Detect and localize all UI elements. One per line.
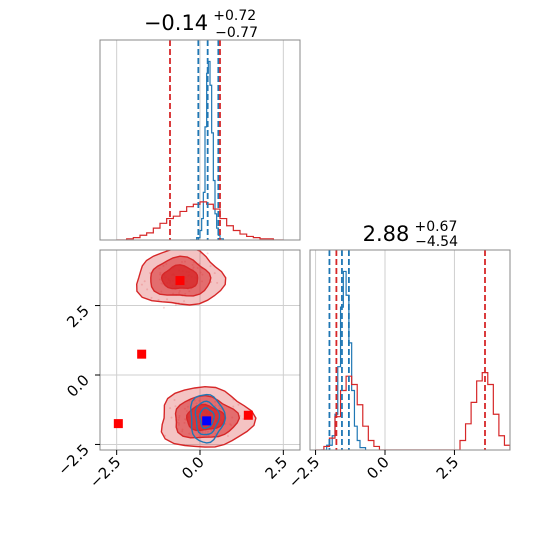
sample-point xyxy=(206,252,209,255)
histogram-line-0 xyxy=(321,270,367,450)
histogram-series xyxy=(116,60,284,240)
sample-point xyxy=(157,298,160,301)
sample-point xyxy=(149,271,152,274)
x-tick-label: −2.5 xyxy=(86,453,124,491)
sample-point xyxy=(183,300,186,303)
axes-frame xyxy=(99,39,301,241)
contour-2-level-0 xyxy=(189,393,227,444)
grid-lines xyxy=(116,40,284,240)
sample-point xyxy=(166,298,169,301)
sample-point xyxy=(164,434,167,437)
quantile-lines xyxy=(328,250,486,450)
marginal-histogram-param2: −2.5 0.0 2.5 2.88 +0.67 −4.54 xyxy=(285,219,511,492)
sample-point xyxy=(162,306,165,309)
red-square-marker xyxy=(113,419,123,429)
sample-point xyxy=(232,405,235,408)
red-square-marker xyxy=(175,276,185,286)
x-tick-label: 2.5 xyxy=(433,453,463,483)
param1-title-sub: −0.77 xyxy=(215,25,258,41)
param2-title: 2.88 +0.67 xyxy=(363,219,458,246)
sample-point xyxy=(209,265,212,268)
param2-title-sub: −4.54 xyxy=(415,234,458,250)
axes-frame xyxy=(309,249,511,451)
sample-point xyxy=(237,403,240,406)
sample-point xyxy=(174,405,177,408)
histogram-series xyxy=(315,270,510,450)
sample-point xyxy=(146,288,149,291)
marginal-histogram-param1: −0.14 +0.72 −0.77 xyxy=(99,8,301,241)
y-tick-label: 0.0 xyxy=(63,371,93,401)
param1-title-sup: +0.72 xyxy=(213,8,256,24)
x-tick-label: −2.5 xyxy=(285,453,323,491)
histogram-line-1 xyxy=(116,201,284,240)
sample-point xyxy=(173,398,176,401)
sample-point xyxy=(169,407,172,410)
y-tick-labels: −2.5 0.0 2.5 xyxy=(54,302,100,479)
contour-2-level-1 xyxy=(194,400,221,436)
histogram-line-1 xyxy=(315,372,510,450)
param1-title: −0.14 +0.72 xyxy=(144,8,256,35)
sample-point xyxy=(216,281,219,284)
contour-2-level-2 xyxy=(198,407,215,430)
x-tick-labels: −2.5 0.0 2.5 xyxy=(86,450,291,492)
param2-title-sup: +0.67 xyxy=(414,219,457,235)
x-tick-labels: −2.5 0.0 2.5 xyxy=(285,450,462,492)
sample-point xyxy=(140,283,143,286)
grid-lines xyxy=(315,250,455,450)
param2-title-main: 2.88 xyxy=(363,222,410,246)
sample-point xyxy=(226,434,229,437)
sample-point xyxy=(143,280,146,283)
param1-title-main: −0.14 xyxy=(144,11,208,35)
sample-point xyxy=(170,416,173,419)
quantile-lines xyxy=(169,40,221,240)
contour-layers xyxy=(135,250,257,448)
red-square-marker xyxy=(137,349,147,359)
histogram-line-0 xyxy=(190,60,224,240)
x-tick-label: 0.0 xyxy=(178,453,208,483)
sample-point xyxy=(242,417,245,420)
sample-point xyxy=(150,296,153,299)
y-tick-label: 2.5 xyxy=(63,302,93,332)
sample-point xyxy=(213,272,216,275)
x-tick-label: 0.0 xyxy=(363,453,393,483)
blue-square-marker xyxy=(202,416,212,426)
posterior-2d-panel: −2.5 0.0 2.5 −2.5 0.0 2.5 xyxy=(54,249,301,492)
square-markers xyxy=(113,276,253,429)
y-tick-label: −2.5 xyxy=(54,441,92,479)
sample-point xyxy=(174,303,177,306)
red-square-marker xyxy=(243,410,253,420)
